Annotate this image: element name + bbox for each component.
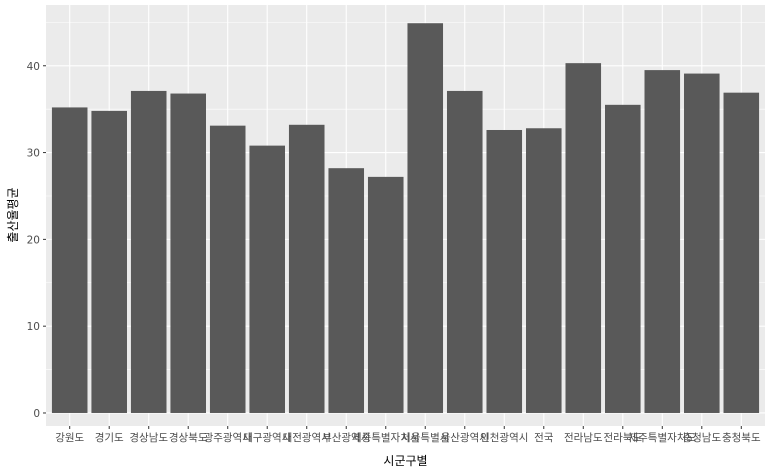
- bar: [565, 63, 602, 413]
- bar: [407, 23, 444, 413]
- x-tick-label: 경상북도: [169, 431, 208, 444]
- bar: [486, 129, 523, 413]
- y-tick-label: 0: [33, 408, 40, 420]
- bar: [288, 124, 325, 413]
- bar: [644, 70, 681, 413]
- bar: [723, 92, 760, 413]
- bar: [684, 73, 720, 413]
- x-axis: 강원도 경기도 경상남도 경상북도광주광역시대구광역시대전광역시부산광역시세종특별자치…: [55, 426, 761, 444]
- x-tick-label: 전국: [534, 432, 554, 444]
- y-tick-label: 30: [27, 148, 40, 160]
- x-tick-label: 충청남도: [682, 432, 721, 444]
- x-tick-label: 경기도: [95, 431, 124, 444]
- x-tick-label: 울산광역시: [441, 432, 489, 444]
- bar: [209, 125, 246, 413]
- x-tick-label: 강원도: [55, 432, 84, 444]
- x-tick-label: 경상남도: [129, 431, 168, 444]
- x-tick-label: 세종특별자치시: [352, 432, 420, 444]
- x-tick-label: 인천광역시: [480, 432, 528, 444]
- bar: [130, 90, 167, 413]
- bar: [328, 168, 365, 413]
- y-tick-label: 10: [27, 321, 40, 333]
- x-tick-label: 부산광역시: [322, 432, 370, 444]
- bars: [51, 23, 760, 413]
- x-tick-label: 전라북도: [603, 432, 642, 444]
- bar: [605, 104, 641, 413]
- y-tick-label: 20: [27, 234, 40, 246]
- x-tick-label: 충청북도: [722, 432, 761, 444]
- x-tick-label: 제주특별자치도: [628, 432, 696, 444]
- bar: [249, 145, 286, 413]
- x-tick-label: 대구광역시: [243, 432, 291, 444]
- x-tick-label: 대전광역시: [283, 432, 331, 444]
- bar: [91, 110, 127, 413]
- x-tick-label: 서울특별시: [401, 432, 449, 444]
- bar: [170, 93, 206, 413]
- x-axis-title: 시군구별: [383, 454, 427, 468]
- bar: [525, 128, 562, 413]
- y-axis-title: 출산율평균: [6, 187, 20, 242]
- bar: [446, 90, 483, 413]
- bar: [51, 107, 88, 413]
- bar: [367, 176, 404, 413]
- y-tick-label: 40: [27, 61, 40, 73]
- x-tick-label: 광주광역시: [204, 432, 252, 444]
- x-tick-label: 전라남도: [564, 432, 603, 444]
- y-axis: 0 10 20 30 40: [27, 61, 46, 420]
